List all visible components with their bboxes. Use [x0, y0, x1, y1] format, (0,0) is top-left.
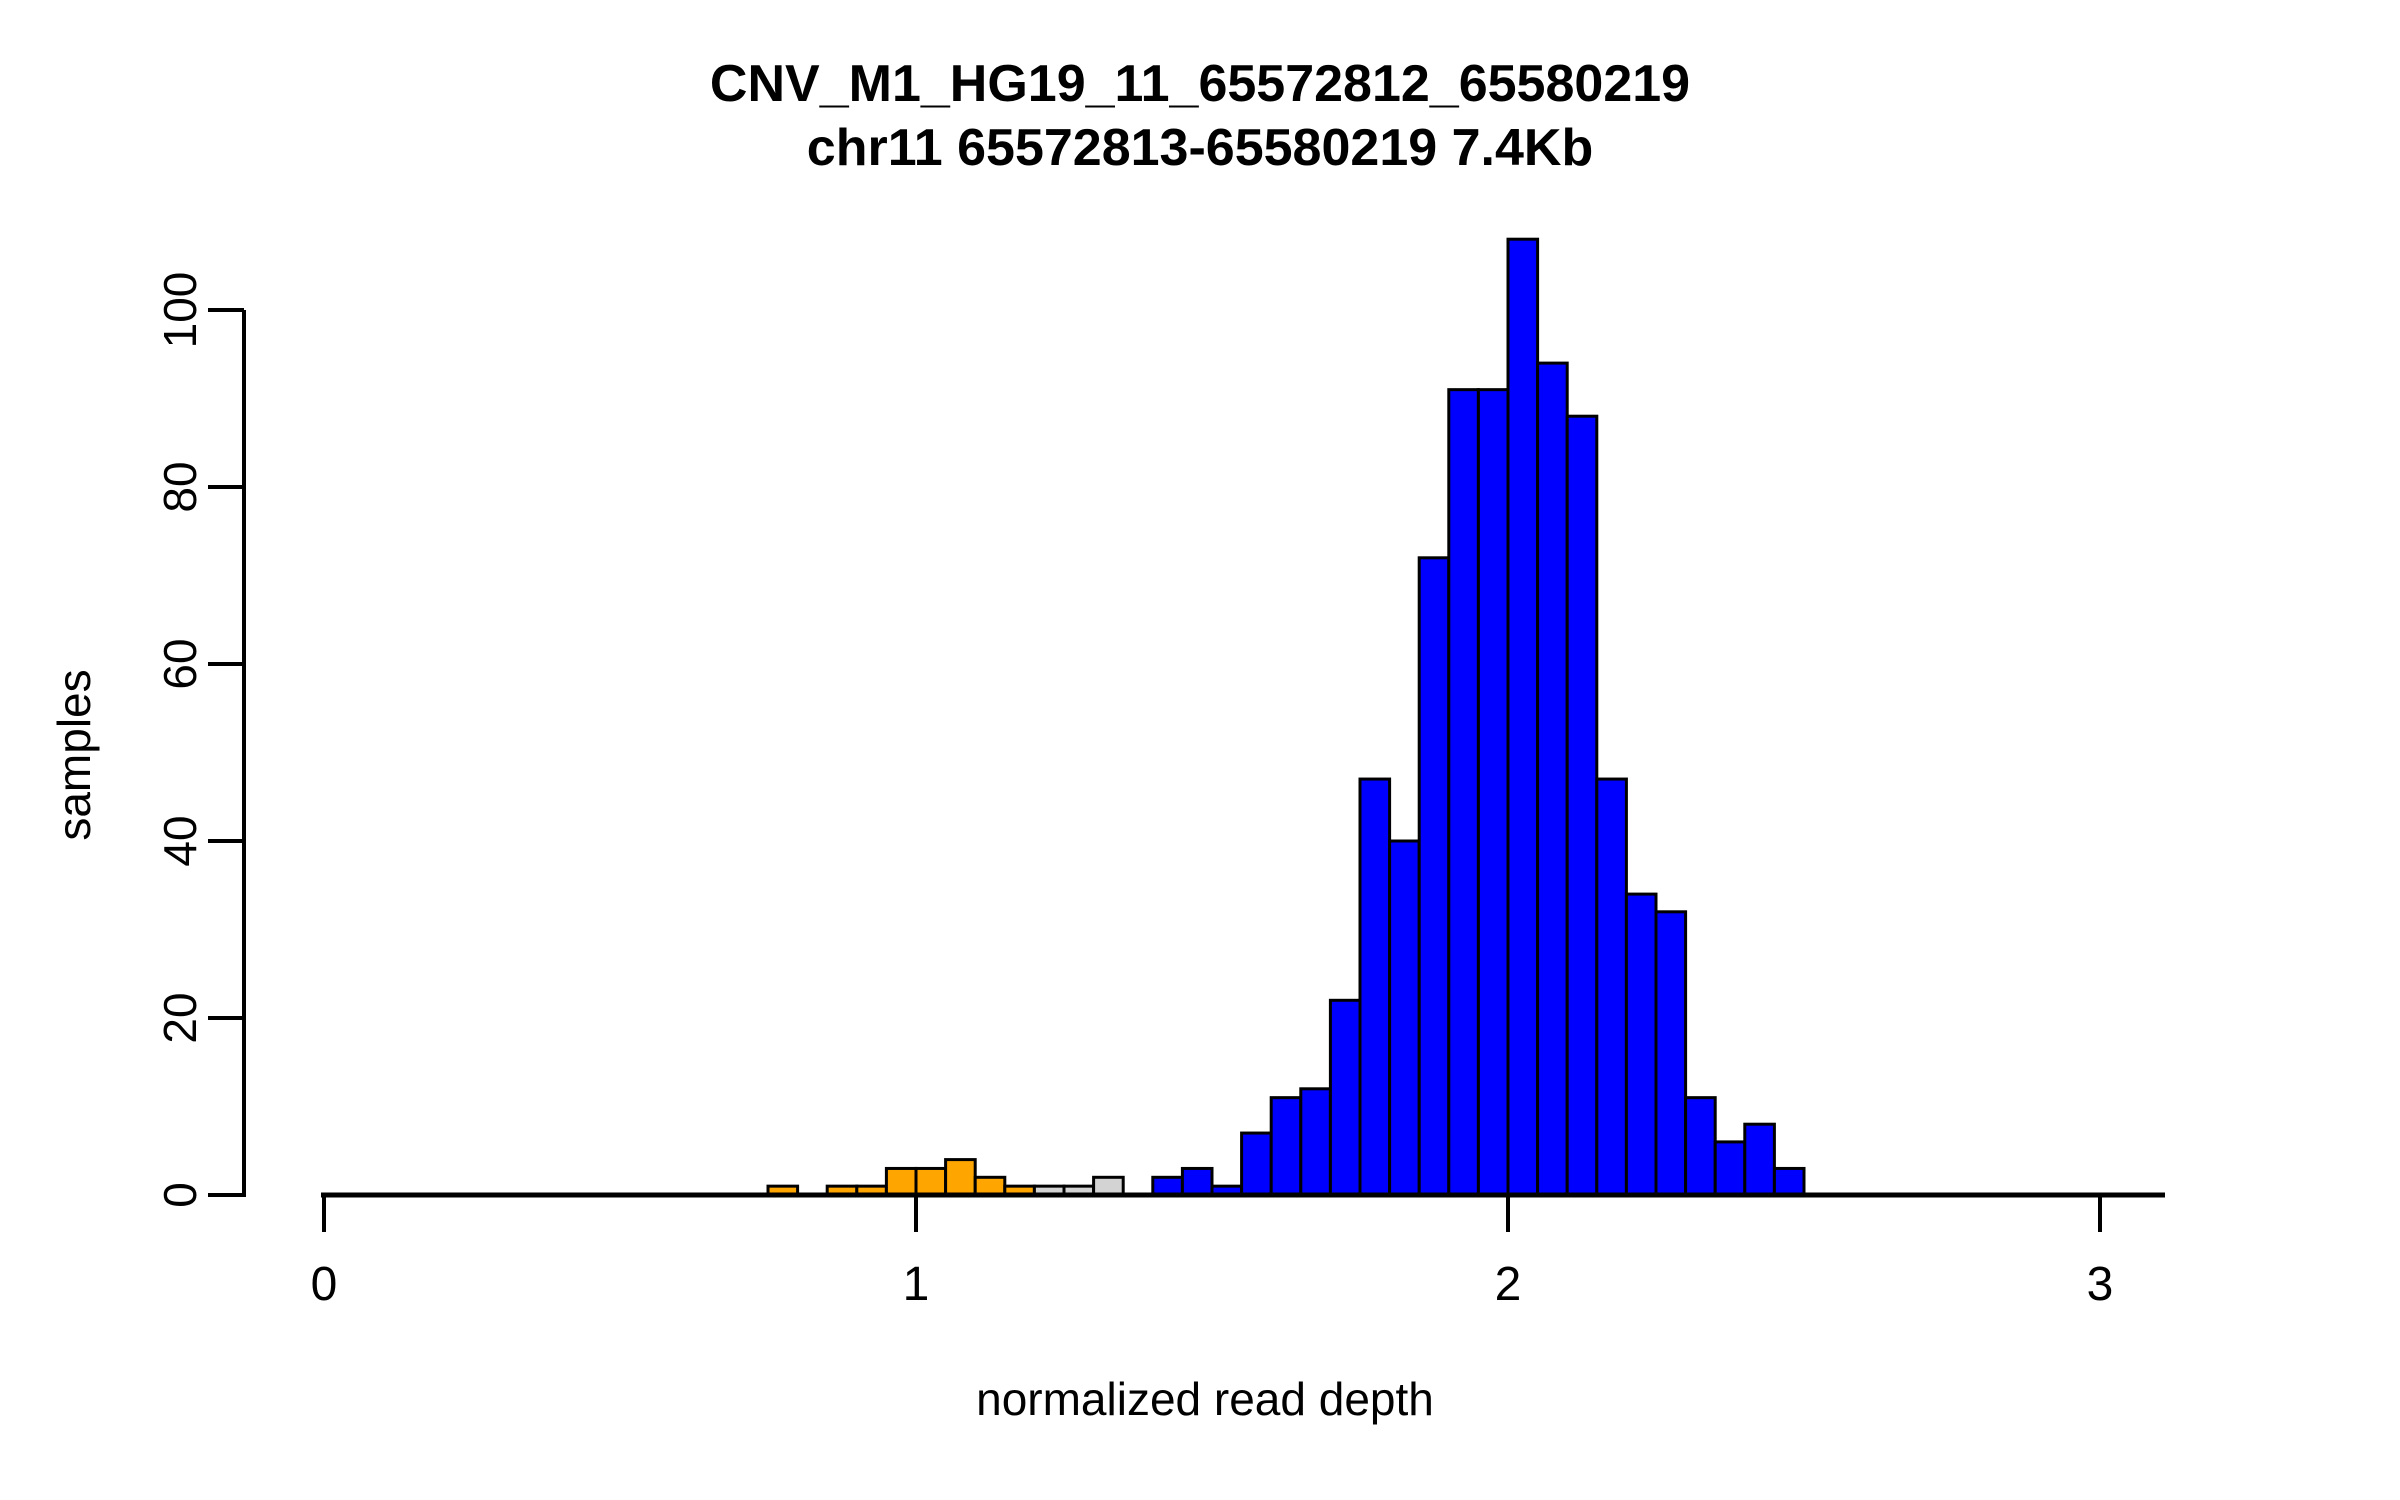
histogram-bar	[1358, 777, 1392, 1197]
y-tick-label: 60	[154, 638, 206, 689]
histogram-bar	[914, 1166, 948, 1197]
y-tick-label: 100	[154, 272, 206, 349]
chart-title: CNV_M1_HG19_11_65572812_65580219	[709, 55, 1691, 113]
x-tick-label: 1	[903, 1258, 930, 1311]
histogram-bar	[1684, 1096, 1717, 1197]
histogram-bar	[1743, 1122, 1776, 1197]
histogram-bar	[1713, 1140, 1747, 1197]
histogram-bar	[1595, 777, 1628, 1197]
y-tick-label: 80	[154, 461, 206, 512]
y-tick-label: 40	[154, 815, 206, 866]
histogram-bar	[1328, 998, 1362, 1197]
histogram-bar	[1240, 1131, 1273, 1197]
y-tick-label: 20	[154, 992, 206, 1043]
histogram-bar	[1447, 388, 1480, 1197]
histogram-bar	[1476, 388, 1510, 1197]
histogram-bar	[1772, 1166, 1806, 1197]
histogram-bar	[1654, 910, 1688, 1197]
histogram-bar	[973, 1175, 1007, 1197]
histogram-bar	[1506, 237, 1540, 1197]
histogram-bar	[1299, 1087, 1332, 1197]
histogram-bar	[1092, 1175, 1125, 1197]
x-tick-label: 0	[311, 1258, 338, 1311]
title-block: CNV_M1_HG19_11_65572812_65580219 chr11 6…	[0, 52, 2400, 180]
x-tick-label: 3	[2087, 1258, 2114, 1311]
histogram-bar	[1624, 892, 1658, 1197]
histogram-bar	[1269, 1096, 1303, 1197]
histogram-bar	[1388, 839, 1421, 1197]
histogram-bar	[1180, 1166, 1214, 1197]
histogram-bar	[884, 1166, 918, 1197]
y-tick-label: 0	[154, 1182, 206, 1208]
histogram-bar	[1565, 414, 1599, 1197]
x-tick-label: 2	[1495, 1258, 1522, 1311]
histogram-bar	[1151, 1175, 1184, 1197]
chart-subtitle: chr11 65572813-65580219 7.4Kb	[806, 119, 1594, 177]
histogram-bar	[1417, 556, 1451, 1197]
histogram-bar	[944, 1158, 977, 1197]
histogram-bar	[1536, 361, 1569, 1197]
x-axis-label: normalized read depth	[976, 1373, 1434, 1425]
